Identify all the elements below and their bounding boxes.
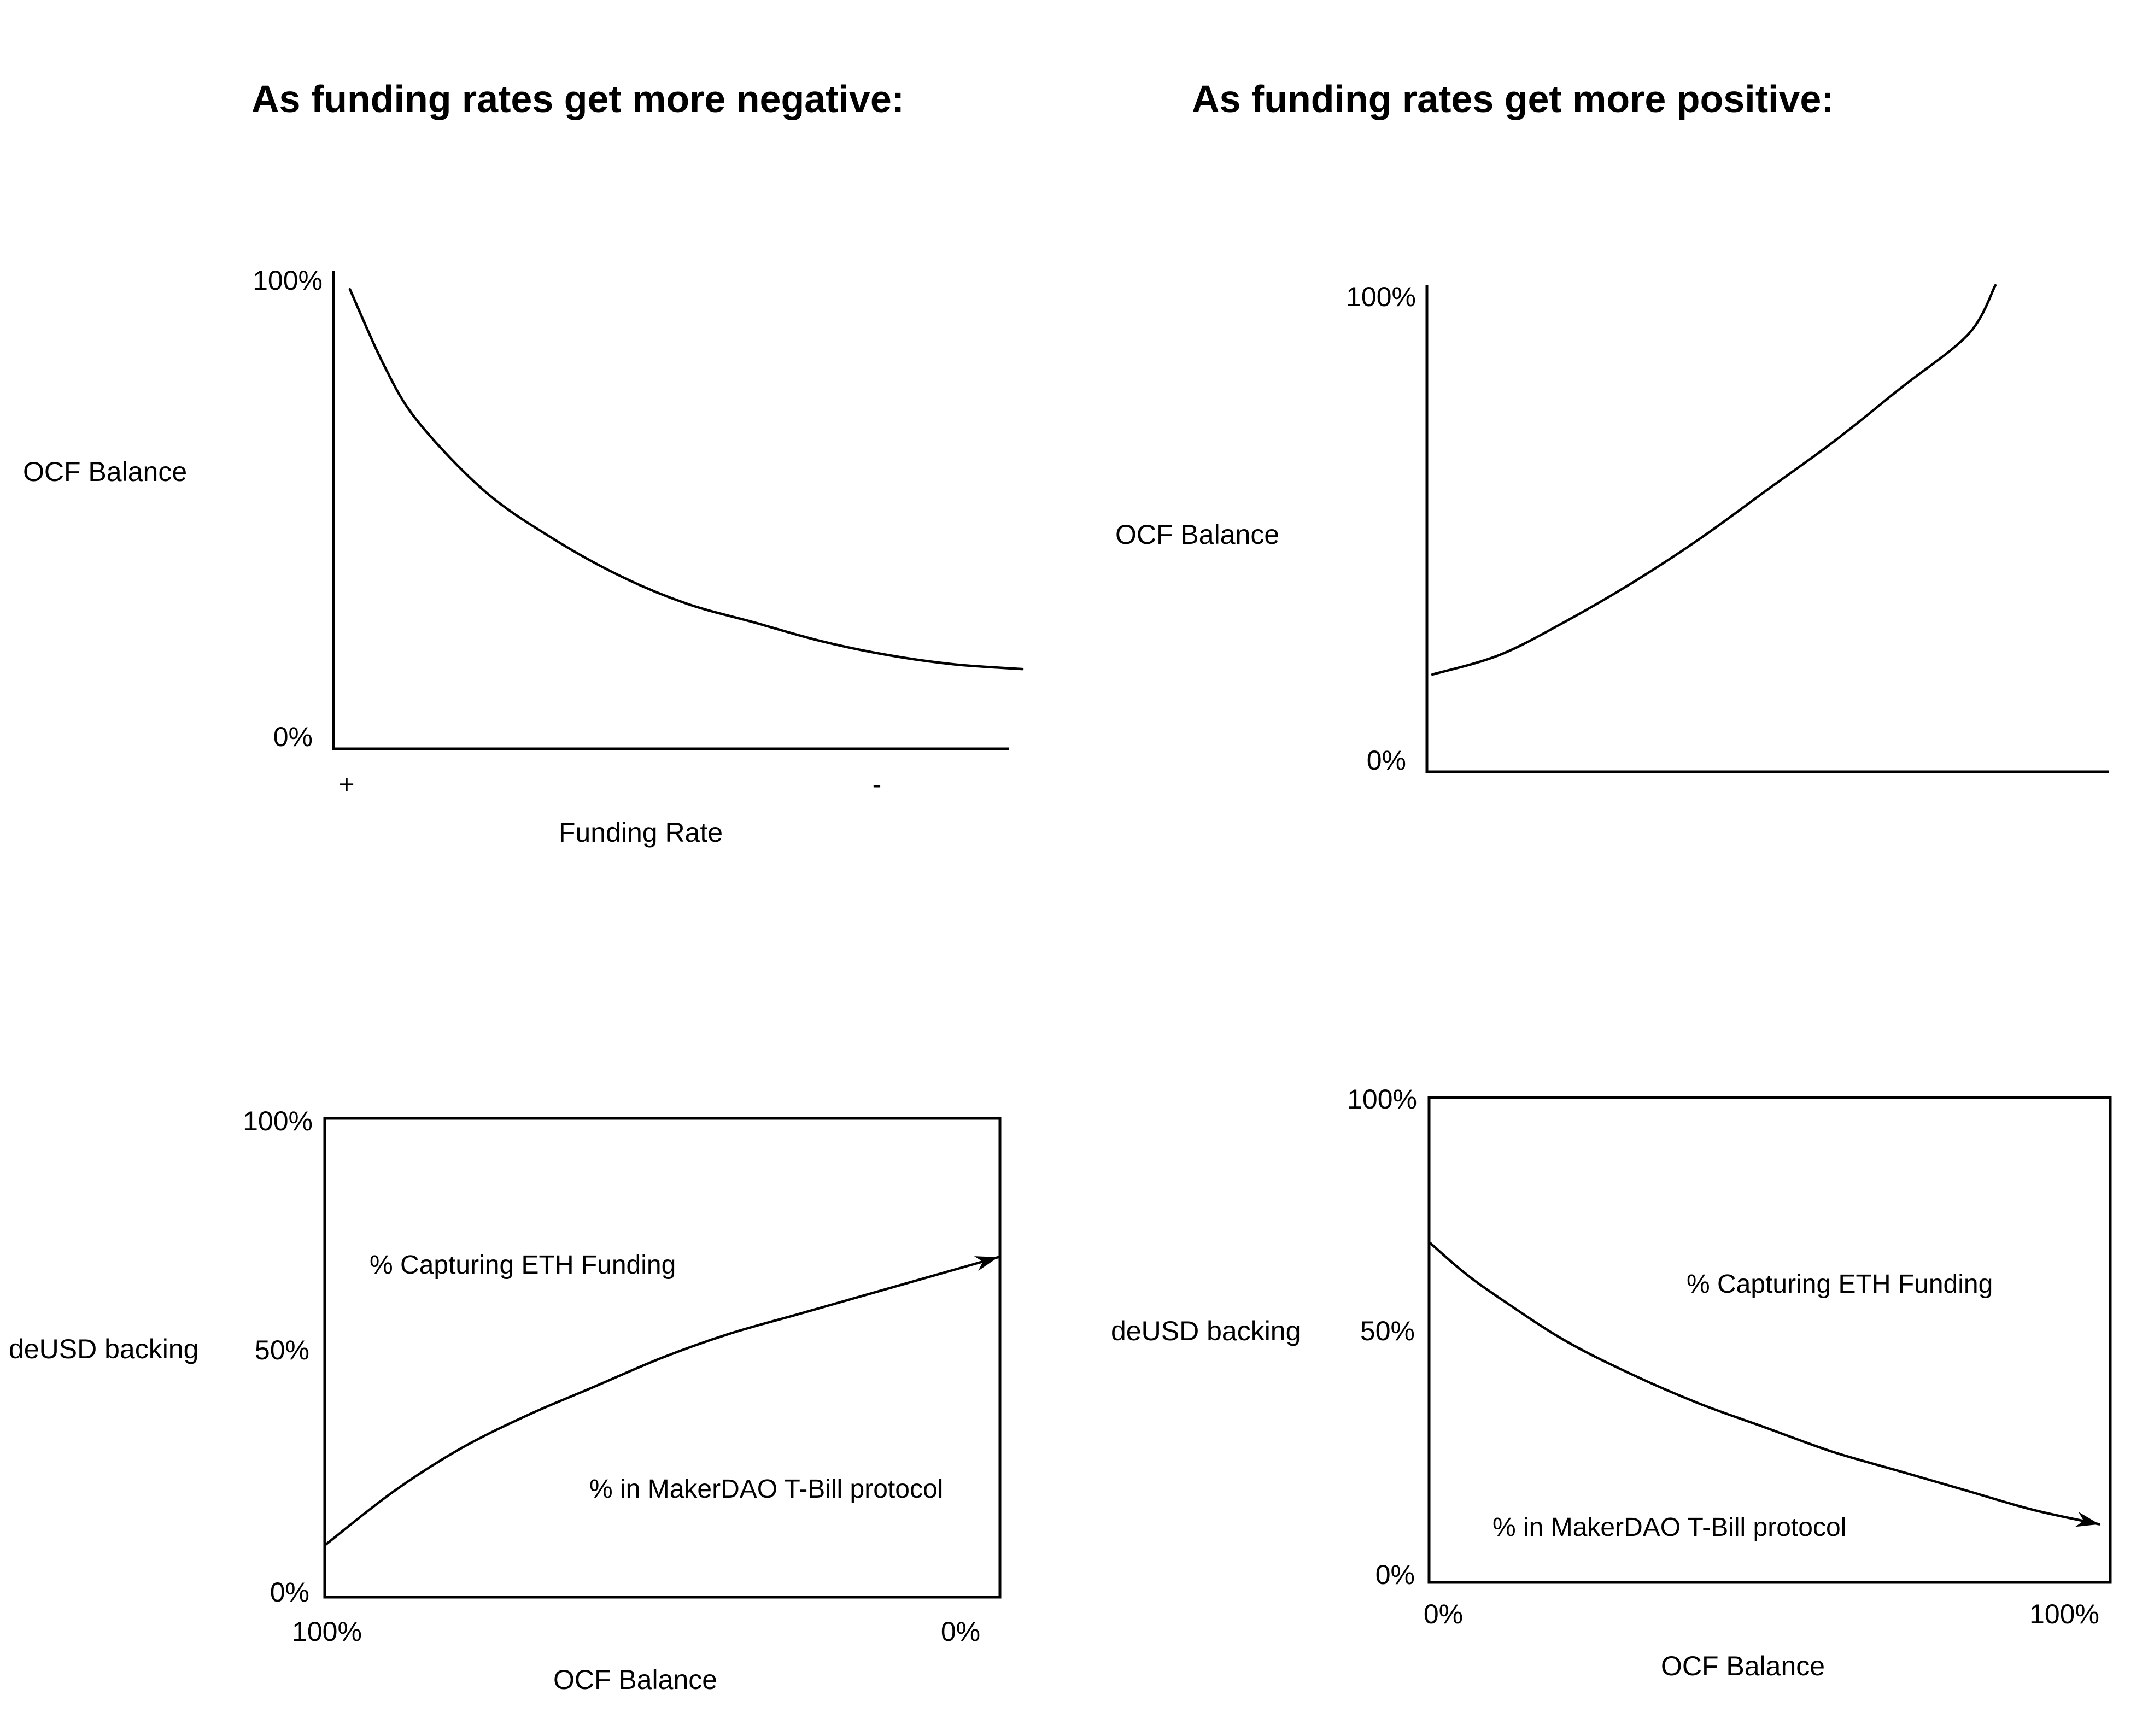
y-tick-label: 0% [273, 722, 313, 752]
y-axis-label: OCF Balance [1115, 519, 1279, 550]
axis-frame [1425, 285, 2109, 773]
chart-bottom-left: 100% 50% 0% 100% 0% OCF Balance deUSD ba… [9, 1106, 1002, 1695]
series-line [324, 1256, 1000, 1546]
y-tick-label: 50% [255, 1335, 309, 1365]
heading-right: As funding rates get more positive: [1192, 78, 1834, 120]
axis-frame [332, 271, 1009, 750]
y-tick-label: 0% [270, 1577, 309, 1608]
annotation-tbill: % in MakerDAO T-Bill protocol [589, 1475, 943, 1504]
series-line [1431, 284, 1997, 676]
heading-left: As funding rates get more negative: [251, 78, 904, 120]
annotation-eth-funding: % Capturing ETH Funding [370, 1251, 676, 1280]
arrowhead [2075, 1512, 2099, 1527]
x-tick-label: 0% [1424, 1599, 1463, 1629]
y-tick-label: 0% [1367, 745, 1406, 776]
y-tick-label: 100% [253, 265, 323, 296]
x-tick-label: + [338, 769, 354, 800]
chart-top-left: 100% 0% + - Funding Rate OCF Balance [23, 265, 1024, 848]
chart-top-right: 100% 0% OCF Balance [1115, 281, 2109, 776]
y-tick-label: 100% [1346, 281, 1416, 312]
series-line [348, 288, 1024, 671]
x-axis-label: Funding Rate [559, 817, 723, 848]
x-tick-label: 100% [2029, 1599, 2099, 1629]
y-tick-label: 100% [1347, 1084, 1417, 1115]
y-tick-label: 50% [1360, 1316, 1415, 1346]
y-axis-label: deUSD backing [9, 1334, 198, 1364]
plot-frame [323, 1117, 1002, 1599]
x-axis-label: OCF Balance [553, 1664, 717, 1695]
x-tick-label: 100% [292, 1616, 362, 1647]
x-tick-label: - [873, 769, 882, 800]
arrowhead [974, 1256, 998, 1271]
x-tick-label: 0% [941, 1616, 980, 1647]
y-tick-label: 0% [1375, 1559, 1415, 1590]
annotation-eth-funding: % Capturing ETH Funding [1687, 1270, 1993, 1299]
y-tick-label: 100% [243, 1106, 313, 1136]
x-axis-label: OCF Balance [1661, 1651, 1825, 1681]
annotation-tbill: % in MakerDAO T-Bill protocol [1492, 1513, 1846, 1542]
y-axis-label: deUSD backing [1111, 1316, 1301, 1346]
chart-bottom-right: 100% 50% 0% 0% 100% OCF Balance deUSD ba… [1111, 1084, 2112, 1681]
y-axis-label: OCF Balance [23, 456, 187, 487]
series-line [1429, 1241, 2101, 1526]
plot-frame [1427, 1096, 2112, 1584]
